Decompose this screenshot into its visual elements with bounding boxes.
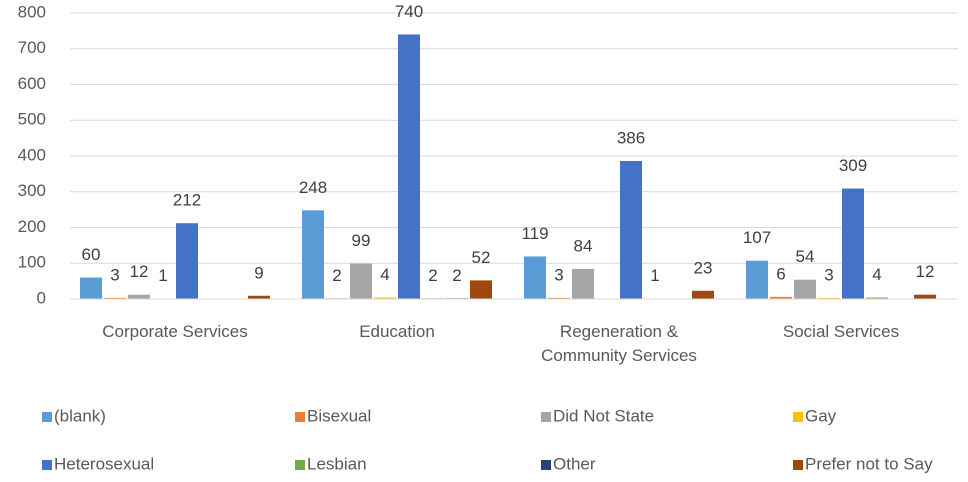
data-label: 4	[872, 265, 881, 284]
data-label: 54	[796, 247, 815, 266]
data-label: 119	[521, 224, 548, 243]
y-tick-label: 800	[18, 2, 46, 21]
bar	[818, 297, 840, 299]
bar	[248, 295, 270, 299]
data-label: 2	[452, 266, 461, 285]
legend-label: Lesbian	[307, 454, 367, 473]
bar	[770, 296, 792, 299]
data-label: 2	[428, 266, 437, 285]
bar	[104, 297, 126, 299]
legend-label: Did Not State	[553, 406, 654, 425]
x-tick-label: Social Services	[782, 322, 900, 341]
bar	[620, 161, 642, 299]
y-tick-label: 600	[18, 74, 46, 93]
legend-label: Gay	[805, 406, 837, 425]
bar	[548, 297, 570, 299]
data-label: 6	[776, 264, 785, 283]
legend-swatch	[541, 460, 551, 470]
bar	[524, 256, 546, 299]
data-label: 52	[472, 248, 491, 267]
bar	[374, 297, 396, 299]
x-tick-label: Corporate Services	[102, 322, 248, 341]
bar	[692, 290, 714, 299]
y-tick-label: 100	[18, 253, 46, 272]
legend-swatch	[42, 412, 52, 422]
data-label: 1	[158, 266, 167, 285]
data-label: 3	[824, 265, 833, 284]
bar	[302, 210, 324, 299]
legend-label: Other	[553, 454, 596, 473]
data-label: 3	[110, 265, 119, 284]
bar	[80, 277, 102, 299]
y-tick-label: 0	[37, 288, 46, 307]
bar	[128, 294, 150, 299]
x-tick-label: Education	[359, 322, 435, 341]
data-label: 309	[839, 156, 867, 175]
data-label: 84	[574, 236, 593, 255]
data-label: 23	[694, 258, 713, 277]
data-label: 60	[82, 245, 101, 264]
x-tick-label: Regeneration & Community Services	[541, 322, 697, 365]
legend-swatch	[295, 412, 305, 422]
y-tick-label: 500	[18, 110, 46, 129]
legend-label: Bisexual	[307, 406, 371, 425]
legend-swatch	[793, 412, 803, 422]
data-label: 99	[352, 231, 371, 250]
data-label: 1	[650, 266, 659, 285]
legend-swatch	[793, 460, 803, 470]
y-tick-label: 700	[18, 38, 46, 57]
legend-swatch	[295, 460, 305, 470]
bar	[398, 34, 420, 299]
data-label: 740	[395, 2, 423, 21]
bar	[866, 297, 888, 299]
data-label: 4	[380, 265, 389, 284]
bar	[572, 268, 594, 299]
bar	[470, 280, 492, 299]
bar	[794, 279, 816, 299]
data-label: 9	[254, 263, 263, 282]
data-label: 2	[332, 266, 341, 285]
legend-label: (blank)	[54, 406, 106, 425]
legend-swatch	[42, 460, 52, 470]
bar	[746, 260, 768, 299]
y-tick-label: 300	[18, 181, 46, 200]
data-label: 386	[617, 128, 645, 147]
data-label: 107	[743, 228, 771, 247]
bar	[914, 294, 936, 299]
bar	[350, 263, 372, 299]
y-tick-label: 400	[18, 145, 46, 164]
bar	[176, 223, 198, 299]
data-label: 12	[916, 262, 935, 281]
legend-swatch	[541, 412, 551, 422]
y-tick-label: 200	[18, 217, 46, 236]
data-label: 248	[299, 178, 327, 197]
data-label: 212	[173, 191, 201, 210]
legend-label: Heterosexual	[54, 454, 154, 473]
bar	[842, 188, 864, 299]
legend-label: Prefer not to Say	[805, 454, 933, 473]
data-label: 3	[554, 265, 563, 284]
data-label: 12	[130, 262, 149, 281]
